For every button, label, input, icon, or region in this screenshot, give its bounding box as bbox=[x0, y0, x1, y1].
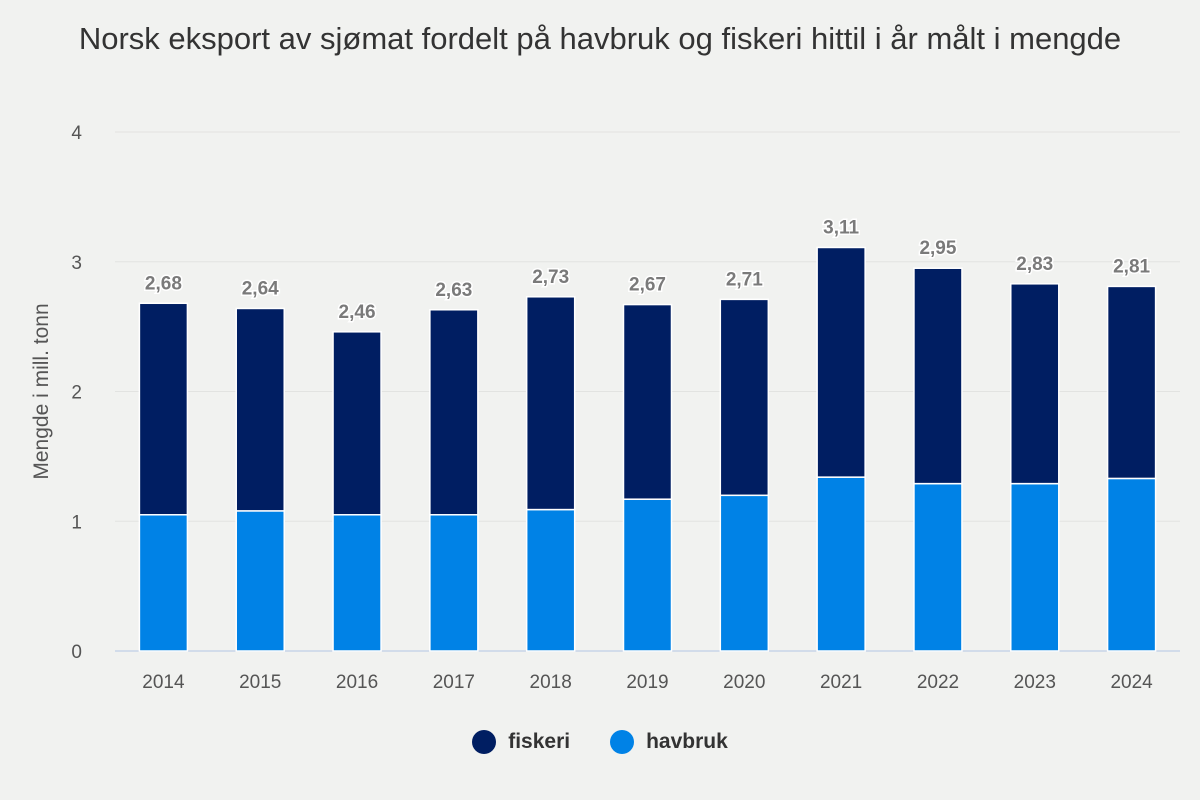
data-label: 2,73 bbox=[532, 267, 569, 288]
bar-havbruk-2016 bbox=[332, 514, 382, 652]
data-label: 2,68 bbox=[145, 273, 182, 294]
y-tick-label: 1 bbox=[71, 512, 82, 533]
x-tick-label: 2014 bbox=[142, 672, 185, 693]
bar-havbruk-2015 bbox=[235, 510, 285, 652]
x-tick-label: 2024 bbox=[1110, 672, 1153, 693]
bar-fiskeri-2023 bbox=[1010, 283, 1060, 485]
bar-fiskeri-2014 bbox=[138, 302, 189, 516]
x-tick-label: 2016 bbox=[336, 672, 378, 693]
bar-fiskeri-2015 bbox=[235, 307, 285, 512]
x-tick-label: 2022 bbox=[917, 672, 959, 693]
x-tick-label: 2023 bbox=[1014, 672, 1056, 693]
bar-fiskeri-2021 bbox=[816, 246, 866, 478]
bar-havbruk-2018 bbox=[525, 508, 576, 652]
x-tick-label: 2018 bbox=[530, 672, 572, 693]
bar-havbruk-2020 bbox=[719, 494, 770, 652]
data-label: 2,71 bbox=[726, 269, 763, 290]
y-tick-label: 0 bbox=[71, 642, 82, 663]
bar-fiskeri-2024 bbox=[1106, 285, 1157, 480]
data-label: 2,81 bbox=[1113, 256, 1150, 277]
data-label: 2,64 bbox=[242, 278, 279, 299]
bar-fiskeri-2016 bbox=[332, 331, 382, 516]
y-tick-label: 2 bbox=[71, 383, 82, 404]
y-tick-label: 4 bbox=[71, 123, 82, 144]
legend-label: havbruk bbox=[646, 730, 728, 753]
x-tick-label: 2021 bbox=[820, 672, 862, 693]
legend-label: fiskeri bbox=[508, 730, 571, 753]
bar-havbruk-2023 bbox=[1010, 482, 1060, 652]
data-label: 2,83 bbox=[1016, 254, 1053, 275]
y-axis-label: Mengde i mill. tonn bbox=[30, 303, 53, 479]
bar-fiskeri-2019 bbox=[622, 303, 673, 500]
legend: fiskeri havbruk bbox=[0, 730, 1200, 754]
data-label: 2,46 bbox=[339, 302, 376, 323]
x-tick-label: 2015 bbox=[239, 672, 281, 693]
data-label: 2,67 bbox=[629, 275, 666, 296]
legend-item-fiskeri[interactable]: fiskeri bbox=[472, 730, 570, 754]
bar-fiskeri-2022 bbox=[913, 267, 963, 485]
legend-swatch-icon bbox=[472, 730, 497, 754]
data-label: 2,63 bbox=[435, 280, 472, 301]
x-tick-label: 2017 bbox=[433, 672, 475, 693]
x-tick-label: 2019 bbox=[626, 672, 668, 693]
x-tick-label: 2020 bbox=[723, 672, 765, 693]
bar-fiskeri-2020 bbox=[719, 298, 770, 497]
bar-havbruk-2022 bbox=[913, 482, 963, 652]
chart-title: Norsk eksport av sjømat fordelt på havbr… bbox=[78, 21, 1122, 56]
bar-havbruk-2024 bbox=[1106, 477, 1157, 652]
legend-item-havbruk[interactable]: havbruk bbox=[610, 730, 728, 754]
data-label: 2,95 bbox=[919, 238, 956, 259]
data-label: 3,11 bbox=[823, 217, 859, 238]
bar-havbruk-2014 bbox=[138, 514, 189, 652]
bar-havbruk-2019 bbox=[622, 498, 673, 652]
bar-fiskeri-2018 bbox=[525, 296, 576, 511]
y-tick-label: 3 bbox=[71, 253, 82, 274]
legend-swatch-icon bbox=[610, 730, 635, 754]
bar-havbruk-2021 bbox=[816, 476, 866, 652]
bar-havbruk-2017 bbox=[429, 514, 479, 652]
bar-fiskeri-2017 bbox=[429, 309, 479, 516]
